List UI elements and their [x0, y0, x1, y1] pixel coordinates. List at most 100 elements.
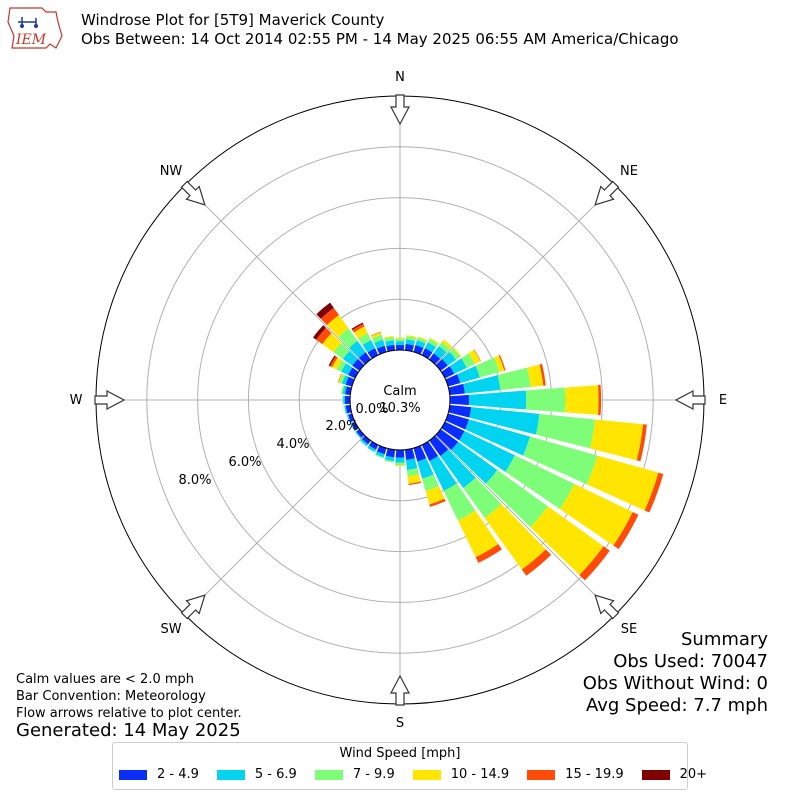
- direction-label: S: [396, 716, 404, 731]
- windrose-bar: [521, 549, 552, 576]
- summary-obs-used: Obs Used: 70047: [613, 651, 768, 672]
- legend-label: 7 - 9.9: [352, 767, 395, 782]
- windrose-bar: [416, 337, 427, 344]
- windrose-bar: [417, 458, 434, 479]
- windrose-bar: [485, 469, 548, 528]
- windrose-bar: [336, 360, 347, 372]
- windrose-bar: [468, 390, 527, 410]
- windrose-bar: [636, 424, 647, 462]
- windrose-bar: [429, 337, 439, 345]
- direction-label: SW: [160, 622, 181, 637]
- windrose-bar: [475, 544, 502, 563]
- windrose-bar: [338, 328, 358, 348]
- windrose-bar: [384, 459, 394, 463]
- windrose-bar: [449, 394, 470, 406]
- legend-item: 5 - 6.9: [216, 767, 297, 782]
- windrose-bar: [367, 447, 376, 453]
- flow-arrow-icon: [390, 94, 410, 126]
- windrose-bar: [425, 486, 445, 505]
- legend-item: 20+: [641, 767, 708, 782]
- windrose-bar: [525, 387, 566, 413]
- windrose-bar: [395, 341, 405, 346]
- flow-arrow-icon: [674, 390, 706, 410]
- windrose-bar: [356, 429, 365, 438]
- direction-label: E: [719, 393, 727, 408]
- windrose-bar: [465, 419, 531, 456]
- windrose-bar: [586, 455, 659, 511]
- legend-label: 2 - 4.9: [157, 767, 199, 782]
- legend-label: 20+: [679, 767, 708, 782]
- windrose-bar: [494, 355, 505, 373]
- calm-circle: [349, 349, 451, 451]
- windrose-bar: [429, 435, 449, 457]
- windrose-bar: [469, 407, 540, 435]
- legend-swatch: [412, 769, 441, 780]
- windrose-bar: [342, 375, 349, 385]
- windrose-bar: [384, 455, 395, 462]
- calm-label: Calm: [383, 384, 416, 399]
- windrose-bar: [332, 357, 342, 370]
- windrose-bar: [351, 421, 359, 431]
- windrose-bar: [406, 468, 419, 477]
- windrose-bar: [404, 343, 414, 352]
- windrose-bar: [484, 503, 546, 570]
- windrose-bar: [395, 457, 405, 463]
- legend-item: 2 - 4.9: [119, 767, 199, 782]
- windrose-bar: [346, 414, 351, 423]
- windrose-bar: [441, 366, 455, 379]
- windrose-bar: [406, 336, 416, 341]
- windrose-bar: [370, 331, 381, 336]
- windrose-bar: [427, 338, 439, 348]
- windrose-bar: [341, 363, 353, 376]
- windrose-bar: [405, 458, 418, 470]
- windrose-bar: [424, 342, 437, 353]
- legend-item: 15 - 19.9: [527, 767, 624, 782]
- windrose-bar: [326, 315, 349, 337]
- windrose-bar: [395, 337, 405, 339]
- windrose-bar: [342, 350, 358, 366]
- windrose-bar: [644, 472, 664, 513]
- windrose-bar: [372, 334, 384, 343]
- summary-obs-without-wind: Obs Without Wind: 0: [582, 673, 768, 694]
- windrose-bar: [375, 451, 385, 458]
- windrose-bar: [435, 429, 459, 450]
- windrose-bar: [413, 445, 427, 462]
- flow-arrow-icon: [180, 594, 206, 620]
- iem-logo: IEM: [7, 7, 63, 49]
- summary-avg-speed: Avg Speed: 7.7 mph: [586, 695, 768, 716]
- windrose-bar: [360, 439, 369, 446]
- windrose-bar: [343, 405, 346, 414]
- windrose-bar: [613, 512, 639, 550]
- windrose-bar: [438, 341, 450, 353]
- grid-spoke: [435, 435, 616, 616]
- windrose-bar: [371, 332, 382, 339]
- windrose-bar: [530, 506, 604, 576]
- windrose-bar: [441, 339, 453, 349]
- windrose-bar: [429, 498, 446, 507]
- radial-tick-label: 0.0%: [355, 402, 388, 417]
- bar-convention-note: Bar Convention: Meteorology: [16, 689, 206, 704]
- windrose-bar: [463, 375, 501, 394]
- legend-swatch: [314, 769, 343, 780]
- windrose-bar: [539, 363, 546, 386]
- flow-arrow-icon: [594, 180, 620, 206]
- windrose-bar: [348, 413, 355, 423]
- windrose-bar: [579, 546, 610, 581]
- windrose-bar: [598, 384, 602, 416]
- windrose-bar: [589, 419, 644, 461]
- windrose-bar: [445, 413, 469, 430]
- chart-title: Windrose Plot for [5T9] Maverick County: [81, 11, 385, 29]
- windrose-bar: [358, 333, 372, 346]
- summary-heading: Summary: [681, 629, 768, 650]
- direction-gridlines: [96, 96, 704, 704]
- calm-note: Calm values are < 2.0 mph: [16, 672, 195, 687]
- windrose-bar: [355, 431, 362, 439]
- direction-label: W: [70, 393, 83, 408]
- windrose-bar: [448, 404, 472, 418]
- windrose-bar: [505, 455, 575, 510]
- windrose-bar: [463, 477, 502, 518]
- windrose-bar: [350, 423, 356, 432]
- windrose-bar: [328, 355, 336, 367]
- windrose-bar: [344, 395, 351, 405]
